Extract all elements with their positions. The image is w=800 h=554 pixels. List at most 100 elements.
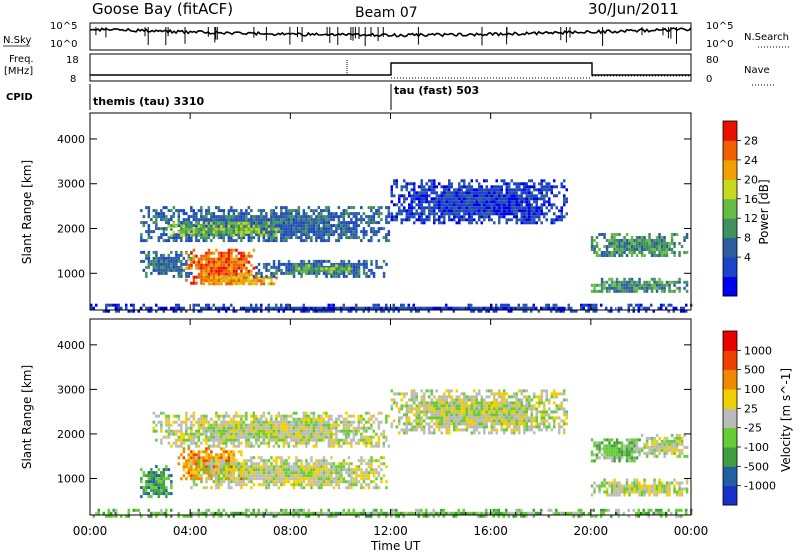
heatmap-cell [245, 215, 248, 219]
heatmap-cell [260, 414, 263, 418]
heatmap-cell [423, 431, 426, 435]
heatmap-cell [227, 227, 231, 231]
heatmap-cell [507, 303, 510, 307]
heatmap-cell [280, 423, 283, 427]
heatmap-cell [458, 206, 461, 210]
heatmap-cell [672, 309, 675, 313]
heatmap-cell [438, 398, 441, 402]
heatmap-cell [305, 215, 308, 219]
heatmap-cell [440, 407, 443, 411]
heatmap-cell [190, 435, 193, 439]
heatmap-cell [272, 221, 276, 225]
heatmap-cell [355, 271, 358, 275]
heatmap-cell [537, 309, 540, 313]
heatmap-cell [142, 268, 146, 272]
heatmap-cell [470, 309, 473, 313]
heatmap-cell [523, 425, 526, 429]
heatmap-cell [247, 429, 251, 433]
heatmap-cell [312, 423, 316, 427]
heatmap-cell [470, 401, 473, 405]
heatmap-cell [220, 251, 223, 255]
heatmap-cell [230, 209, 233, 213]
heatmap-cell [460, 218, 463, 222]
heatmap-cell [493, 422, 496, 426]
heatmap-cell [342, 429, 346, 433]
heatmap-cell [553, 203, 556, 207]
heatmap-cell [428, 179, 431, 183]
heatmap-cell [345, 267, 348, 271]
heatmap-cell [202, 456, 206, 460]
heatmap-cell [628, 239, 631, 242]
heatmap-cell [470, 200, 473, 204]
heatmap-cell [538, 188, 541, 192]
heatmap-cell [227, 266, 231, 270]
cpid-mode-1: themis (tau) 3310 [93, 95, 205, 108]
heatmap-cell [415, 306, 418, 310]
heatmap-cell [162, 489, 166, 493]
heatmap-cell [255, 218, 258, 222]
heatmap-cell [340, 306, 343, 310]
heatmap-cell [498, 197, 501, 201]
heatmap-cell [478, 194, 481, 198]
freq-tick-top: 18 [66, 55, 79, 66]
heatmap-cell [618, 245, 621, 248]
heatmap-cell [613, 254, 616, 257]
heatmap-cell [490, 407, 493, 411]
heatmap-cell [478, 419, 481, 423]
heatmap-cell [207, 275, 211, 279]
date-label: 30/Jun/2011 [588, 0, 679, 18]
heatmap-cell [492, 306, 495, 310]
heatmap-cell [475, 422, 478, 426]
heatmap-cell [327, 227, 331, 231]
heatmap-cell [620, 286, 624, 290]
heatmap-cell [212, 303, 215, 307]
heatmap-cell [405, 197, 408, 201]
heatmap-cell [277, 432, 281, 436]
heatmap-cell [658, 242, 661, 245]
heatmap-cell [413, 389, 416, 393]
heatmap-cell [440, 413, 443, 417]
heatmap-cell [230, 221, 233, 225]
heatmap-cell [175, 265, 178, 269]
heatmap-cell [593, 239, 596, 242]
heatmap-cell [210, 477, 213, 481]
heatmap-cell [500, 428, 503, 432]
heatmap-cell [247, 309, 250, 313]
heatmap-cell [150, 306, 153, 310]
heatmap-cell [510, 416, 513, 420]
heatmap-cell [415, 218, 418, 222]
heatmap-cell [547, 306, 550, 310]
heatmap-cell [505, 413, 508, 417]
heatmap-cell [282, 262, 286, 266]
heatmap-cell [552, 306, 555, 310]
heatmap-cell [443, 398, 446, 402]
heatmap-cell [413, 425, 416, 429]
heatmap-cell [230, 239, 233, 243]
heatmap-cell [613, 289, 616, 293]
heatmap-cell [610, 309, 613, 313]
heatmap-cell [245, 269, 248, 273]
heatmap-cell [480, 209, 483, 213]
heatmap-cell [182, 256, 186, 260]
heatmap-cell [528, 407, 531, 411]
heatmap-cell [217, 215, 221, 219]
heatmap-cell [648, 286, 651, 290]
heatmap-cell [633, 280, 636, 284]
heatmap-cell [590, 245, 594, 248]
heatmap-cell [448, 413, 451, 417]
heatmap-cell [413, 413, 416, 417]
heatmap-cell [312, 306, 315, 310]
heatmap-cell [355, 236, 358, 240]
heatmap-cell [560, 401, 563, 405]
heatmap-cell [480, 410, 483, 414]
heatmap-cell [595, 242, 599, 245]
heatmap-cell [327, 309, 330, 313]
heatmap-cell [490, 422, 493, 426]
heatmap-cell [332, 306, 335, 310]
heatmap-cell [375, 303, 378, 307]
heatmap-cell [513, 416, 516, 420]
heatmap-cell [210, 276, 213, 280]
heatmap-cell [603, 254, 606, 257]
heatmap-cell [295, 227, 298, 231]
